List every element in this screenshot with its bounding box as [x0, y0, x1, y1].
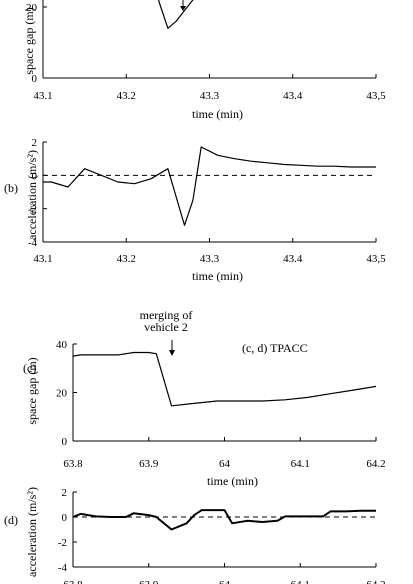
panel3-annotation-text: vehicle 2: [144, 320, 188, 334]
panel2-y-tick-label: -4: [28, 237, 38, 249]
panel2-x-tick-label: 43.4: [283, 253, 303, 265]
panel2-y-tick-label: 2: [32, 137, 38, 149]
panel1-merge-arrow-head: [180, 6, 186, 11]
panel4-x-tick-label: 64.1: [291, 579, 310, 584]
panel2-series-line: [43, 146, 376, 226]
panel4-panel-label: (d): [4, 513, 18, 527]
panel2-y-axis-label: acceleration (m/s²): [25, 150, 39, 240]
panel1-x-tick-label: 43.3: [200, 90, 220, 102]
panel3-x-tick-label: 64: [219, 458, 231, 470]
panel2-x-tick-label: 43.3: [200, 253, 220, 265]
panel1-series-line: [157, 0, 194, 29]
panel1-x-axis-label: time (min): [192, 107, 243, 121]
panel3-y-tick-label: 40: [56, 339, 68, 351]
panel1-x-tick-label: 43.4: [283, 90, 303, 102]
panel2-x-tick-label: 43,5: [366, 253, 386, 265]
panel3-y-tick-label: 0: [62, 436, 68, 448]
panel3-panel-label: (c): [23, 361, 36, 375]
panel3-x-tick-label: 63.8: [63, 458, 83, 470]
panel4-x-tick-label: 63.8: [63, 579, 83, 584]
panel1-y-tick-label: 20: [26, 2, 38, 14]
panel4-y-tick-label: -2: [58, 537, 67, 549]
panel3-x-tick-label: 63.9: [139, 458, 159, 470]
panel4-y-tick-label: -4: [58, 562, 68, 574]
panel2-x-axis-label: time (min): [192, 269, 243, 283]
panel2-y-tick-label: 0: [32, 170, 38, 182]
panel4-y-tick-label: 2: [62, 487, 68, 499]
panel2-panel-label: (b): [4, 181, 18, 195]
panel1-x-tick-label: 43.2: [117, 90, 136, 102]
panel3-y-tick-label: 20: [56, 388, 68, 400]
panel2-x-tick-label: 43.1: [33, 253, 52, 265]
panel4-x-tick-label: 64: [219, 579, 231, 584]
panel3-y-axis-label: space gap (m): [25, 357, 39, 424]
panel3-x-axis-label: time (min): [207, 474, 258, 488]
panel1-x-tick-label: 43,5: [366, 90, 386, 102]
panel3-x-tick-label: 64.1: [291, 458, 310, 470]
panel3-annotation-text: merging of: [140, 308, 193, 322]
panel1-y-tick-label: 0: [32, 73, 38, 85]
panel3-merge-arrow-head: [169, 350, 175, 356]
panel4-y-axis-label: acceleration (m/s²): [25, 487, 39, 577]
panel2-y-tick-label: -2: [28, 204, 37, 216]
panel3-panel-title: (c, d) TPACC: [242, 341, 308, 355]
panel3-x-tick-label: 64.2: [366, 458, 385, 470]
panel4-x-tick-label: 63.9: [139, 579, 159, 584]
panel1-x-tick-label: 43.1: [33, 90, 52, 102]
panel4-series-line: [72, 509, 376, 531]
panel1-y-axis-label: space gap (m): [22, 7, 36, 74]
panel4-x-tick-label: 64.2: [366, 579, 385, 584]
panel4-y-tick-label: 0: [62, 512, 68, 524]
panel3-series-line: [72, 351, 377, 407]
panel2-x-tick-label: 43.2: [117, 253, 136, 265]
